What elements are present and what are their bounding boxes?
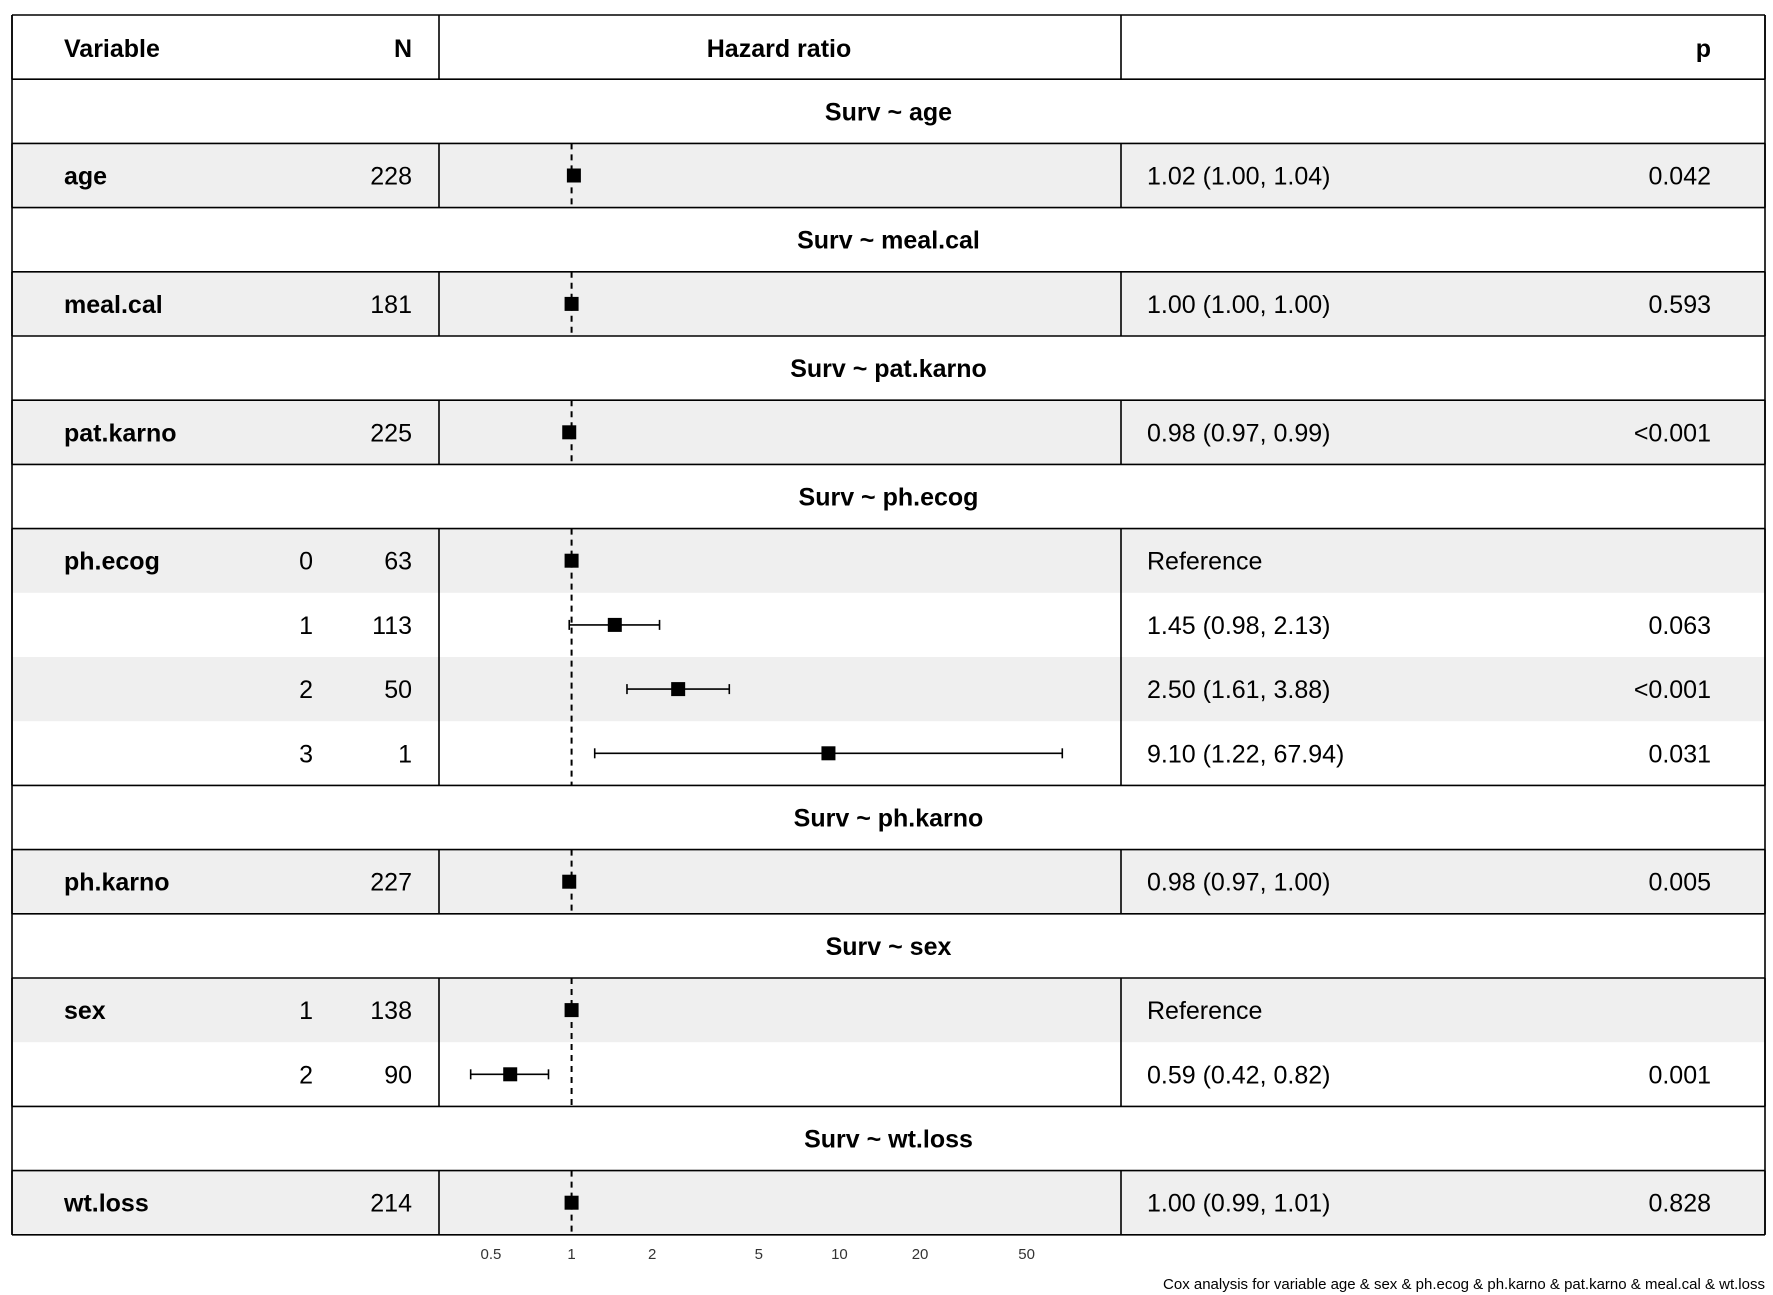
variable-name: ph.ecog: [64, 548, 160, 576]
n-value: 228: [370, 163, 412, 191]
row-shading-layer: [12, 143, 1765, 1235]
x-tick-label: 5: [755, 1246, 763, 1263]
n-value: 225: [370, 419, 412, 447]
variable-name: age: [64, 163, 107, 191]
x-axis: 0.5 1 2 5 10 20 50: [481, 1246, 1035, 1263]
estimate-text: Reference: [1147, 548, 1262, 576]
p-value: 0.063: [1648, 612, 1711, 640]
n-value: 214: [370, 1190, 412, 1218]
point-estimate: [671, 682, 686, 697]
point-estimate: [564, 1003, 579, 1018]
estimate-marks-layer: [469, 168, 1064, 1210]
x-tick-label: 10: [831, 1246, 848, 1263]
estimate-text: 0.98 (0.97, 0.99): [1147, 419, 1330, 447]
section-title: Surv ~ pat.karno: [790, 355, 987, 383]
level-label: 2: [299, 1061, 313, 1089]
n-value: 138: [370, 997, 412, 1025]
section-title: Surv ~ ph.ecog: [799, 484, 979, 512]
p-value: 0.005: [1648, 869, 1711, 897]
p-value: <0.001: [1634, 419, 1711, 447]
header-n: N: [394, 35, 412, 63]
section-title: Surv ~ ph.karno: [794, 805, 984, 833]
point-estimate: [821, 746, 836, 761]
x-tick-label: 1: [567, 1246, 575, 1263]
x-tick-label: 0.5: [481, 1246, 502, 1263]
point-estimate: [562, 874, 577, 889]
level-label: 1: [299, 997, 313, 1025]
estimate-text: 2.50 (1.61, 3.88): [1147, 676, 1330, 704]
n-value: 227: [370, 869, 412, 897]
variable-name: pat.karno: [64, 419, 177, 447]
row-shade: [12, 1170, 1765, 1235]
n-value: 90: [384, 1061, 412, 1089]
point-estimate: [562, 425, 577, 440]
x-tick-label: 2: [648, 1246, 656, 1263]
point-estimate: [607, 617, 622, 632]
table-text-layer: Variable N Hazard ratio p Cox analysis f…: [63, 35, 1765, 1293]
variable-name: ph.karno: [64, 869, 170, 897]
row-shade: [12, 849, 1765, 914]
row-shade: [12, 271, 1765, 336]
row-shade: [12, 143, 1765, 208]
p-value: 0.828: [1648, 1190, 1711, 1218]
caption: Cox analysis for variable age & sex & ph…: [1163, 1276, 1765, 1293]
header-variable: Variable: [64, 35, 160, 63]
row-shade: [12, 657, 1765, 722]
estimate-text: 0.59 (0.42, 0.82): [1147, 1061, 1330, 1089]
estimate-text: 1.45 (0.98, 2.13): [1147, 612, 1330, 640]
point-estimate: [566, 168, 581, 183]
n-value: 50: [384, 676, 412, 704]
x-tick-label: 20: [912, 1246, 929, 1263]
variable-name: meal.cal: [64, 291, 163, 319]
p-value: <0.001: [1634, 676, 1711, 704]
estimate-text: 1.00 (0.99, 1.01): [1147, 1190, 1330, 1218]
header-p: p: [1696, 35, 1711, 63]
point-estimate: [564, 553, 579, 568]
section-title: Surv ~ age: [825, 98, 952, 126]
level-label: 0: [299, 548, 313, 576]
section-title: Surv ~ meal.cal: [797, 227, 980, 255]
p-value: 0.042: [1648, 163, 1711, 191]
table-gridlines: [11, 14, 1766, 1236]
header-hazard-ratio: Hazard ratio: [707, 35, 851, 63]
x-tick-label: 50: [1018, 1246, 1035, 1263]
estimate-text: Reference: [1147, 997, 1262, 1025]
variable-name: wt.loss: [63, 1190, 149, 1218]
row-shade: [12, 528, 1765, 593]
level-label: 2: [299, 676, 313, 704]
row-shade: [12, 978, 1765, 1043]
estimate-text: 1.00 (1.00, 1.00): [1147, 291, 1330, 319]
variable-name: sex: [64, 997, 106, 1025]
n-value: 181: [370, 291, 412, 319]
estimate-text: 9.10 (1.22, 67.94): [1147, 740, 1344, 768]
point-estimate: [503, 1067, 518, 1082]
p-value: 0.031: [1648, 740, 1711, 768]
p-value: 0.593: [1648, 291, 1711, 319]
estimate-text: 0.98 (0.97, 1.00): [1147, 869, 1330, 897]
point-estimate: [564, 1195, 579, 1210]
n-value: 1: [398, 740, 412, 768]
section-title: Surv ~ wt.loss: [804, 1126, 973, 1154]
n-value: 113: [372, 612, 412, 640]
level-label: 1: [299, 612, 313, 640]
estimate-text: 1.02 (1.00, 1.04): [1147, 163, 1330, 191]
section-title: Surv ~ sex: [826, 933, 952, 961]
p-value: 0.001: [1648, 1061, 1711, 1089]
level-label: 3: [299, 740, 313, 768]
row-shade: [12, 400, 1765, 465]
n-value: 63: [384, 548, 412, 576]
point-estimate: [564, 296, 579, 311]
